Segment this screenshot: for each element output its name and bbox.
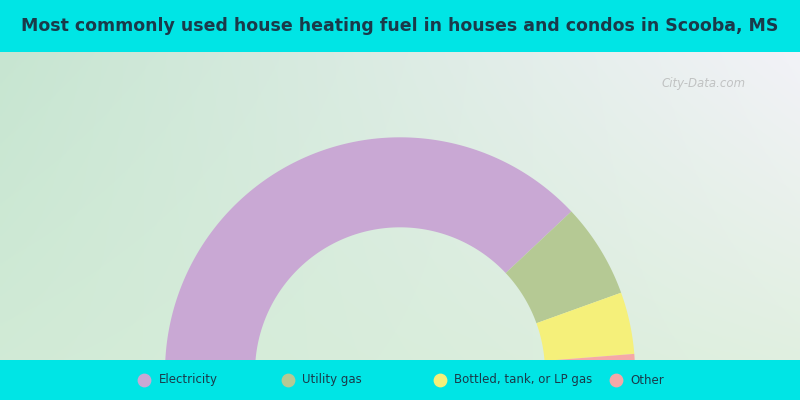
Text: City-Data.com: City-Data.com <box>662 77 746 90</box>
Polygon shape <box>506 212 621 323</box>
Text: Electricity: Electricity <box>158 374 218 386</box>
Point <box>282 377 294 383</box>
Text: Most commonly used house heating fuel in houses and condos in Scooba, MS: Most commonly used house heating fuel in… <box>22 17 778 35</box>
Polygon shape <box>165 137 571 372</box>
Polygon shape <box>537 293 634 361</box>
Polygon shape <box>545 354 635 372</box>
Point <box>434 377 446 383</box>
Text: Bottled, tank, or LP gas: Bottled, tank, or LP gas <box>454 374 593 386</box>
Point <box>138 377 150 383</box>
Text: Utility gas: Utility gas <box>302 374 362 386</box>
Point <box>610 377 622 383</box>
Text: Other: Other <box>630 374 664 386</box>
